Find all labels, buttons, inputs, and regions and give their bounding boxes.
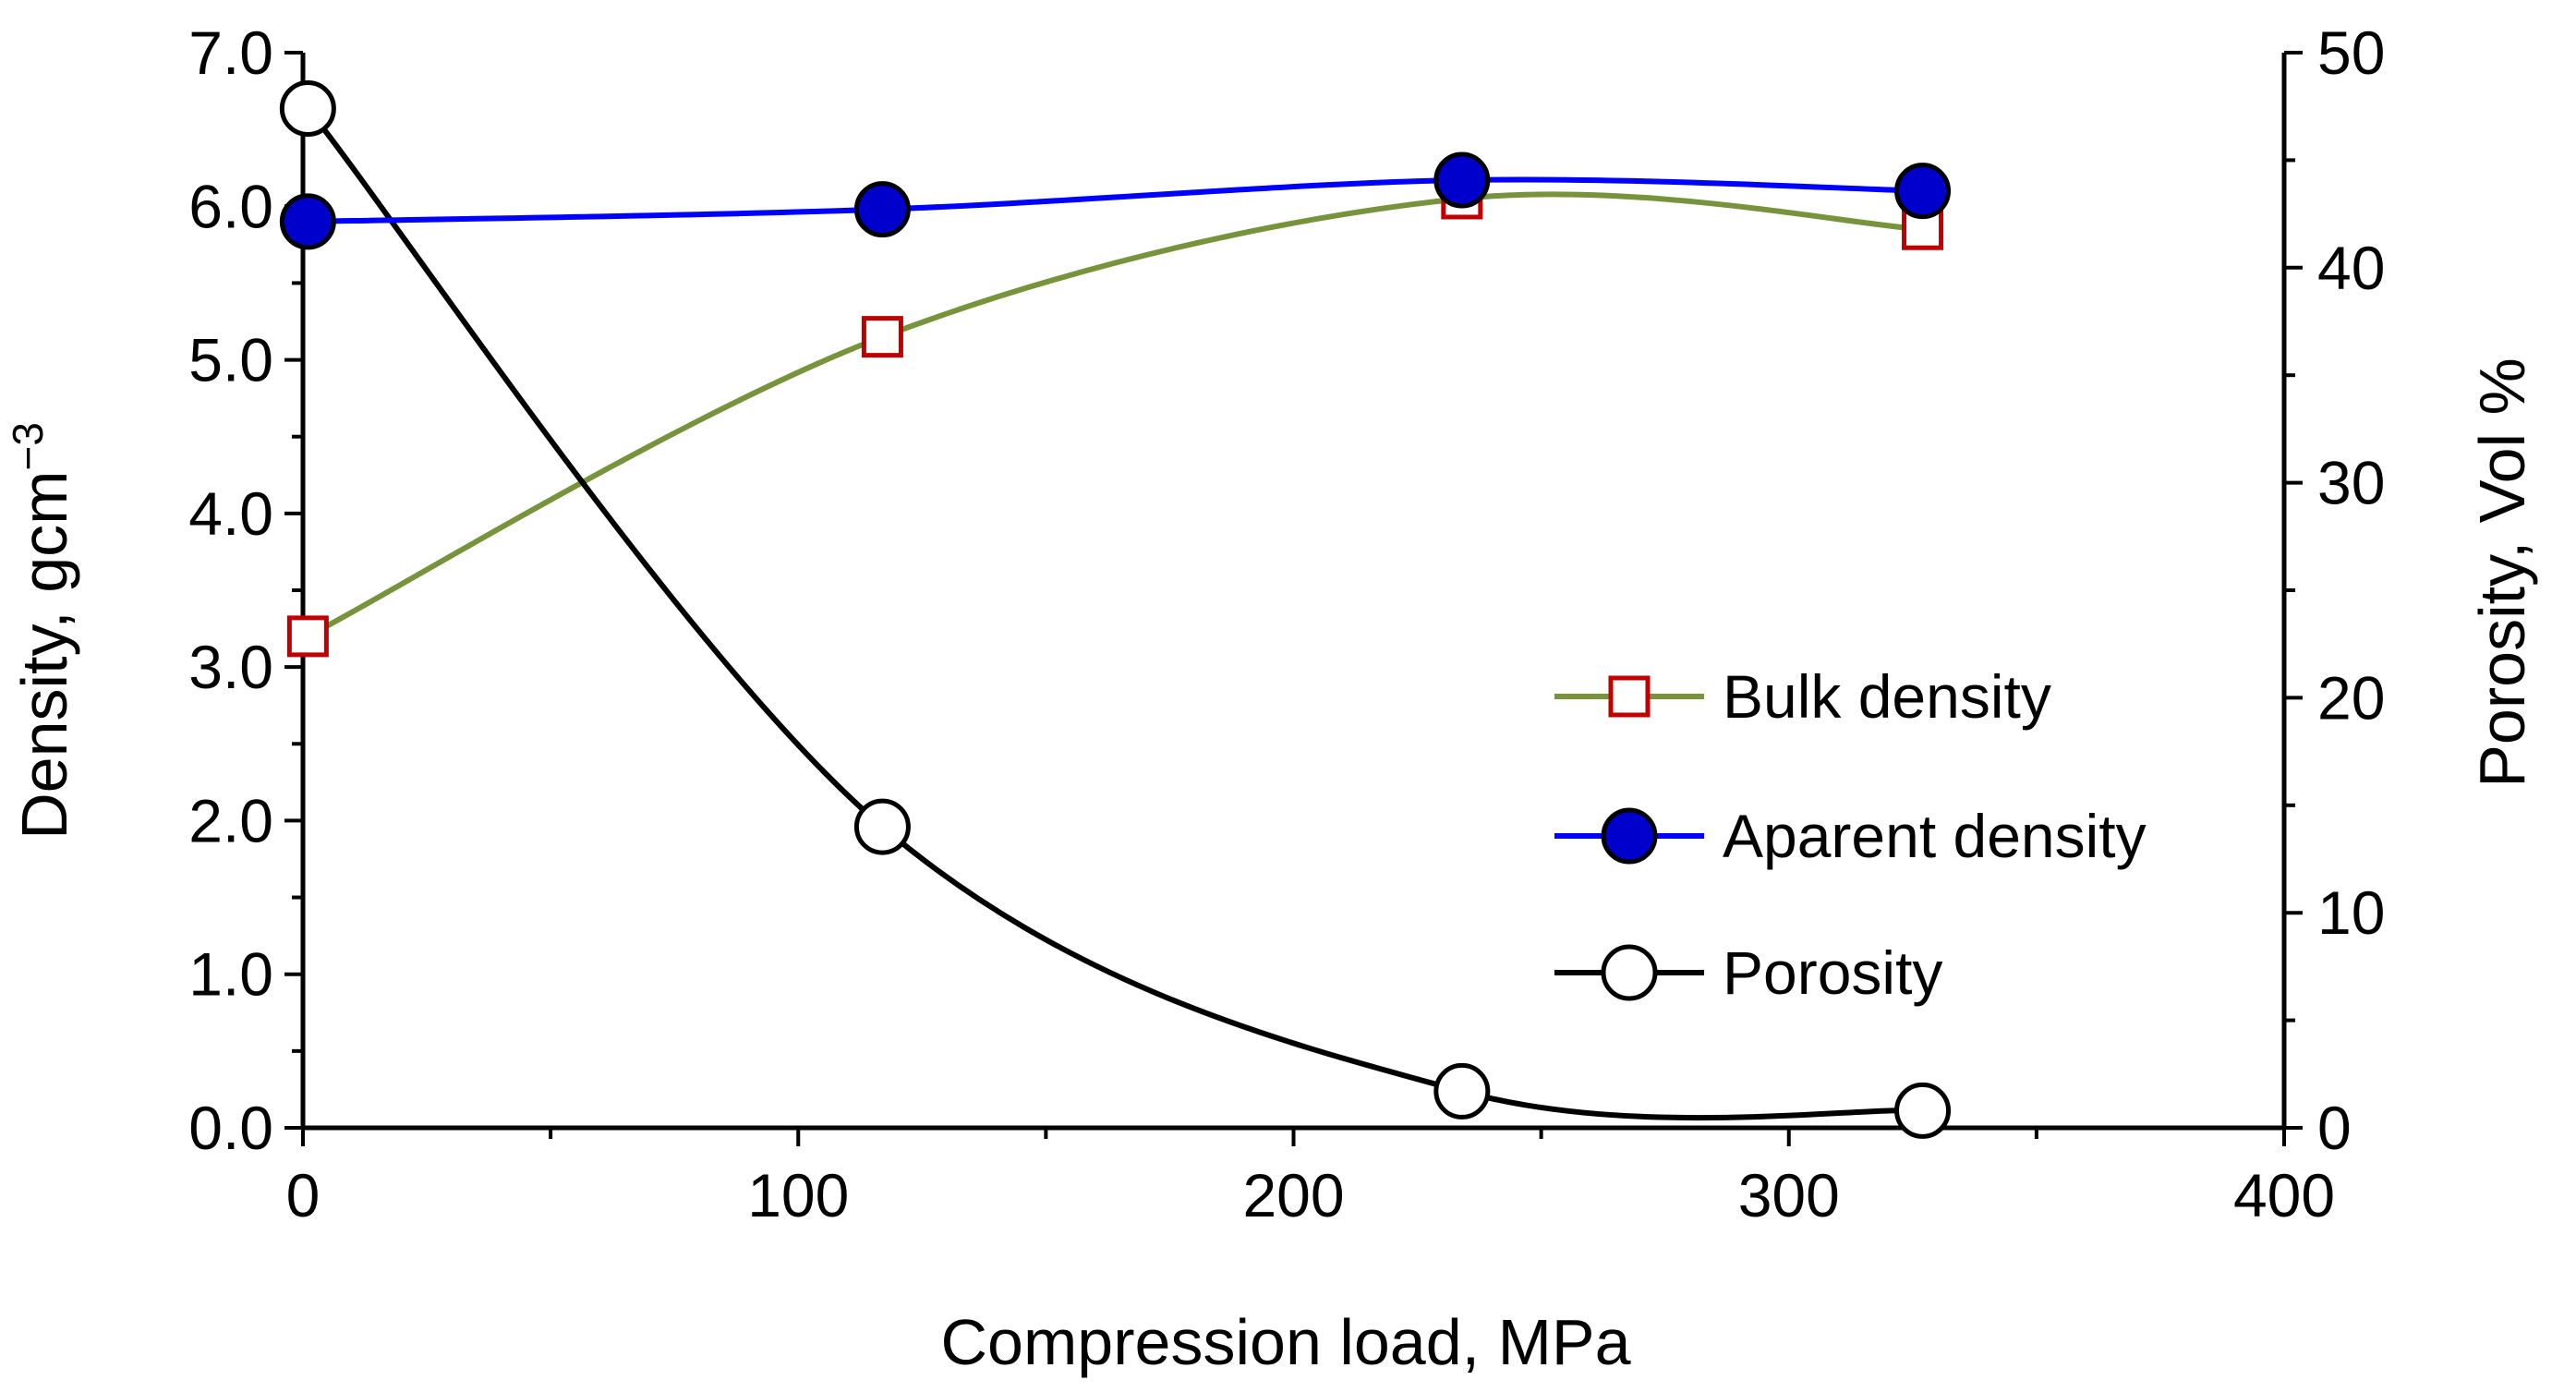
y-axis-right: 0 10 20 30 40 50 [2284,18,2385,1162]
y-right-tick-label: 0 [2317,1094,2352,1162]
series-line-aparent-density [308,176,1923,224]
series-line-porosity [306,106,1923,1121]
data-point-bulk-density [861,316,903,358]
data-point-porosity [1894,1082,1952,1139]
x-axis: 0 100 200 300 400 [286,1128,2335,1229]
y-left-tick-label: 7.0 [188,18,273,87]
x-tick-label: 300 [1738,1161,1840,1229]
y-right-tick-label: 40 [2317,234,2385,302]
y-right-tick-label: 20 [2317,663,2385,732]
y-left-tick-label: 5.0 [188,326,273,394]
series-line-bulk-density [306,191,1923,639]
legend-marker-aparent-density [1601,807,1658,865]
y-axis-left-title-text: Density, gcm [8,471,80,840]
y-right-tick-label: 10 [2317,878,2385,947]
data-point-bulk-density [286,615,329,658]
x-axis-title: Compression load, MPa [941,1306,1631,1378]
x-tick-label: 100 [747,1161,849,1229]
y-left-tick-label: 2.0 [188,786,273,854]
x-tick-label: 200 [1242,1161,1344,1229]
legend: Bulk density Aparent density Porosity [1554,662,2147,1007]
y-axis-left-title: Density, gcm−3 [4,422,80,840]
x-tick-label: 400 [2233,1161,2335,1229]
series-markers [279,80,1952,1139]
y-right-tick-label: 50 [2317,18,2385,87]
legend-label-porosity: Porosity [1723,938,1942,1007]
data-point-aparent-density [279,193,336,250]
legend-label-aparent-density: Aparent density [1723,802,2147,870]
data-point-porosity [1433,1062,1491,1120]
y-left-tick-label: 0.0 [188,1094,273,1162]
data-point-aparent-density [853,181,911,238]
data-point-porosity [279,80,336,138]
y-left-tick-label: 1.0 [188,940,273,1009]
y-axis-right-title: Porosity, Vol % [2466,357,2538,788]
legend-marker-bulk-density [1608,675,1651,718]
legend-marker-porosity [1601,944,1658,1001]
y-right-tick-label: 30 [2317,449,2385,517]
data-point-aparent-density [1433,151,1491,209]
y-axis-left: 0.0 1.0 2.0 3.0 4.0 5.0 6.0 7.0 [188,18,303,1162]
y-left-tick-label: 3.0 [188,633,273,701]
data-point-porosity [853,798,911,855]
y-axis-left-title-superscript: −3 [4,422,52,470]
y-left-tick-label: 4.0 [188,479,273,548]
legend-label-bulk-density: Bulk density [1723,662,2051,731]
x-tick-label: 0 [286,1161,320,1229]
y-left-tick-label: 6.0 [188,172,273,240]
series-lines [306,106,1923,1121]
data-point-aparent-density [1894,163,1952,220]
